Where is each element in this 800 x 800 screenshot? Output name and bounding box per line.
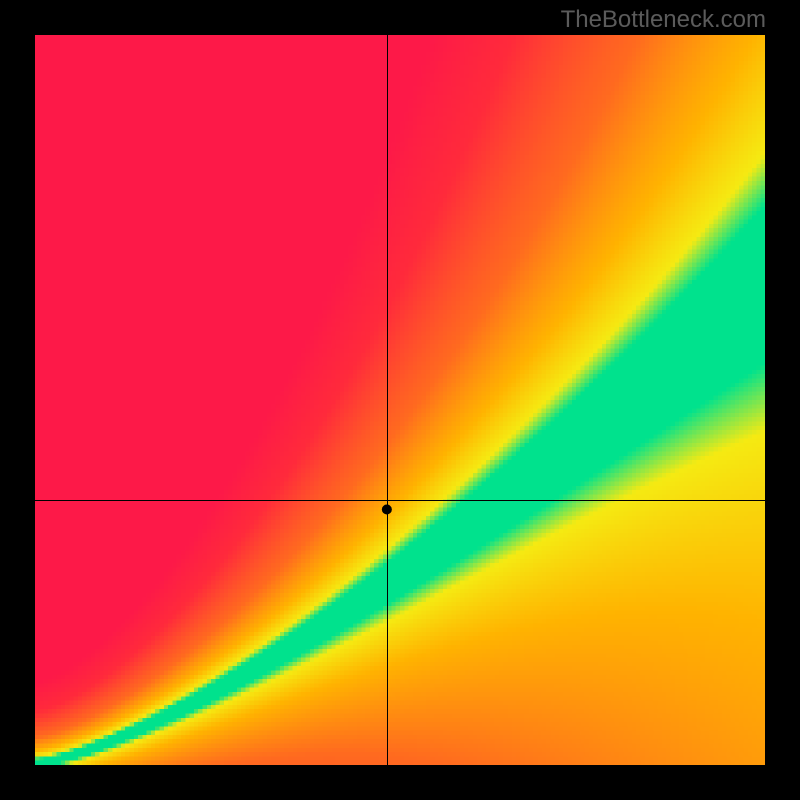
crosshair-overlay bbox=[35, 35, 765, 765]
watermark-text: TheBottleneck.com bbox=[561, 6, 766, 34]
